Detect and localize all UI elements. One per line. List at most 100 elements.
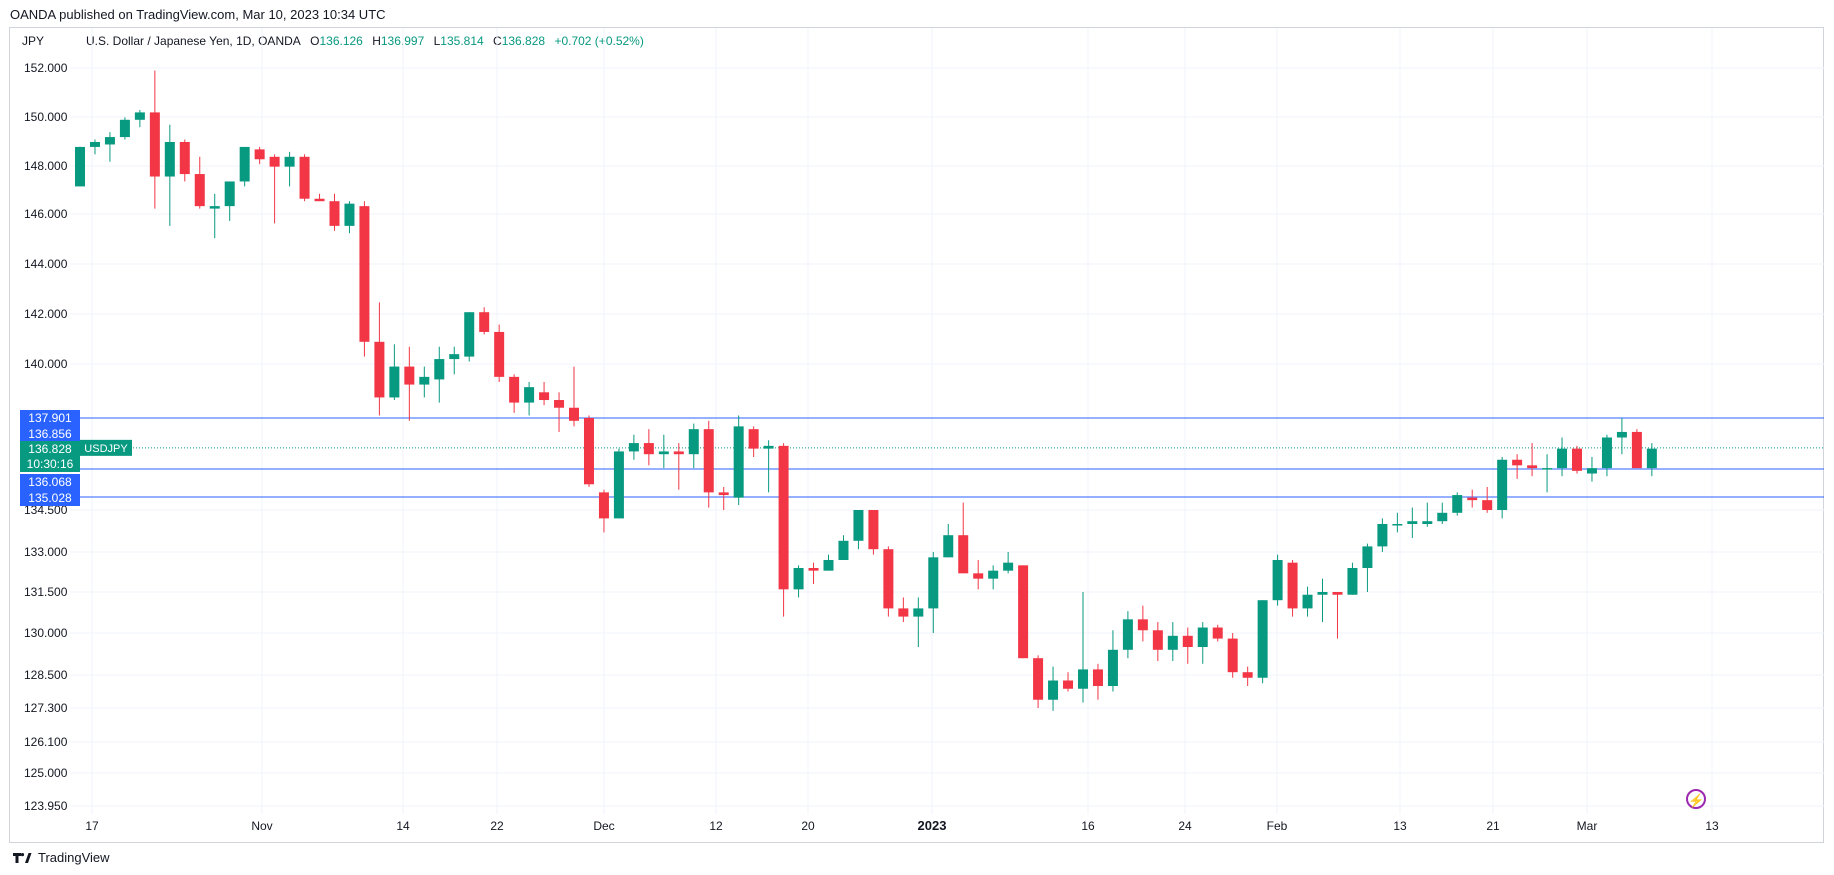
- y-tick-label: 131.500: [24, 585, 68, 599]
- y-tick-label: 125.000: [24, 766, 68, 780]
- candle-body: [1003, 562, 1014, 571]
- candle-body: [194, 174, 205, 207]
- candle-body: [524, 387, 535, 403]
- candle-body: [359, 206, 370, 342]
- y-tick-label: 128.500: [24, 668, 68, 682]
- candle-body: [374, 341, 385, 398]
- candle-body: [1601, 437, 1612, 469]
- symbol-title[interactable]: U.S. Dollar / Japanese Yen, 1D, OANDA: [86, 34, 301, 48]
- candle-body: [1272, 560, 1283, 601]
- candle-body: [1033, 658, 1044, 700]
- candle-body: [1512, 459, 1523, 466]
- candle-body: [1257, 600, 1268, 678]
- candle-body: [1557, 448, 1568, 469]
- x-tick-label: 12: [709, 819, 723, 833]
- candle-body: [1077, 669, 1088, 689]
- candle-body: [269, 156, 280, 167]
- candle-body: [449, 354, 460, 360]
- price-tag-label: 137.901: [28, 411, 72, 425]
- x-tick-label: Feb: [1267, 819, 1288, 833]
- candle-body: [1542, 468, 1553, 470]
- candle-body: [479, 312, 490, 332]
- candle-body: [1197, 627, 1208, 647]
- y-tick-label: 126.100: [24, 735, 68, 749]
- candle-body: [853, 510, 864, 541]
- candle-body: [1182, 635, 1193, 647]
- price-tag: [20, 410, 80, 426]
- price-tag-label: 136.068: [28, 475, 72, 489]
- candle-body: [209, 206, 220, 209]
- y-tick-label: 146.000: [24, 207, 68, 221]
- publisher-line: OANDA published on TradingView.com, Mar …: [10, 7, 386, 22]
- candle-body: [613, 451, 624, 519]
- y-tick-label: 152.000: [24, 61, 68, 75]
- lightning-icon[interactable]: ⚡: [1686, 789, 1706, 809]
- candle-body: [239, 146, 250, 182]
- candle-body: [1467, 497, 1478, 501]
- y-tick-label: 144.000: [24, 257, 68, 271]
- candle-body: [1048, 680, 1059, 700]
- candle-body: [554, 400, 565, 408]
- y-tick-label: 123.950: [24, 799, 68, 813]
- y-tick-label: 130.000: [24, 626, 68, 640]
- price-tag-label: 10:30:16: [27, 457, 74, 471]
- candle-body: [1527, 465, 1538, 469]
- candle-body: [703, 429, 714, 493]
- candle-body: [1482, 500, 1493, 510]
- candle-body: [1572, 448, 1582, 471]
- y-tick-label: 134.500: [24, 503, 68, 517]
- candle-body: [748, 429, 759, 449]
- y-tick-label: 142.000: [24, 307, 68, 321]
- candle-body: [793, 568, 804, 590]
- candle-body: [314, 198, 325, 202]
- candle-body: [1347, 568, 1358, 595]
- price-tag: [20, 490, 80, 506]
- candle-body: [1422, 521, 1433, 524]
- open-value: 136.126: [319, 34, 363, 48]
- candle-body: [434, 359, 445, 380]
- price-tag: [20, 474, 80, 490]
- candle-body: [179, 142, 190, 175]
- candle-body: [688, 429, 699, 455]
- candle-body: [299, 156, 310, 199]
- candle-body: [1122, 619, 1133, 650]
- high-label: H: [372, 34, 381, 48]
- candle-body: [943, 535, 954, 558]
- candle-body: [658, 451, 669, 455]
- candle-body: [104, 137, 115, 145]
- candle-body: [1018, 565, 1029, 659]
- candle-body: [464, 312, 475, 357]
- open-label: O: [310, 34, 320, 48]
- price-tag: [20, 456, 80, 472]
- candle-body: [583, 418, 594, 485]
- candle-body: [1317, 592, 1328, 595]
- candle-body: [1377, 524, 1388, 547]
- candle-body: [329, 201, 340, 226]
- candle-body: [1107, 649, 1118, 686]
- symbol-tag-label: USDJPY: [84, 443, 128, 455]
- candle-body: [1212, 627, 1223, 639]
- candle-body: [569, 407, 580, 421]
- x-tick-label: 14: [396, 819, 410, 833]
- x-tick-label: 21: [1486, 819, 1500, 833]
- change-value: +0.702 (+0.52%): [554, 34, 644, 48]
- low-value: 135.814: [440, 34, 484, 48]
- close-value: 136.828: [501, 34, 546, 48]
- candle-body: [89, 142, 100, 147]
- candle-body: [898, 608, 909, 617]
- x-tick-label: 22: [490, 819, 504, 833]
- candle-body: [1452, 495, 1463, 513]
- candle-body: [883, 549, 894, 609]
- candle-body: [284, 156, 295, 167]
- candle-body: [1092, 669, 1103, 686]
- x-tick-label: 24: [1178, 819, 1192, 833]
- candle-body: [598, 492, 609, 519]
- candle-body: [988, 570, 999, 579]
- footer-brand[interactable]: TradingView: [12, 850, 110, 865]
- candle-body: [254, 149, 265, 160]
- y-tick-label: 127.300: [24, 701, 68, 715]
- candle-body: [1362, 546, 1373, 568]
- y-tick-label: 140.000: [24, 357, 68, 371]
- low-label: L: [433, 34, 441, 48]
